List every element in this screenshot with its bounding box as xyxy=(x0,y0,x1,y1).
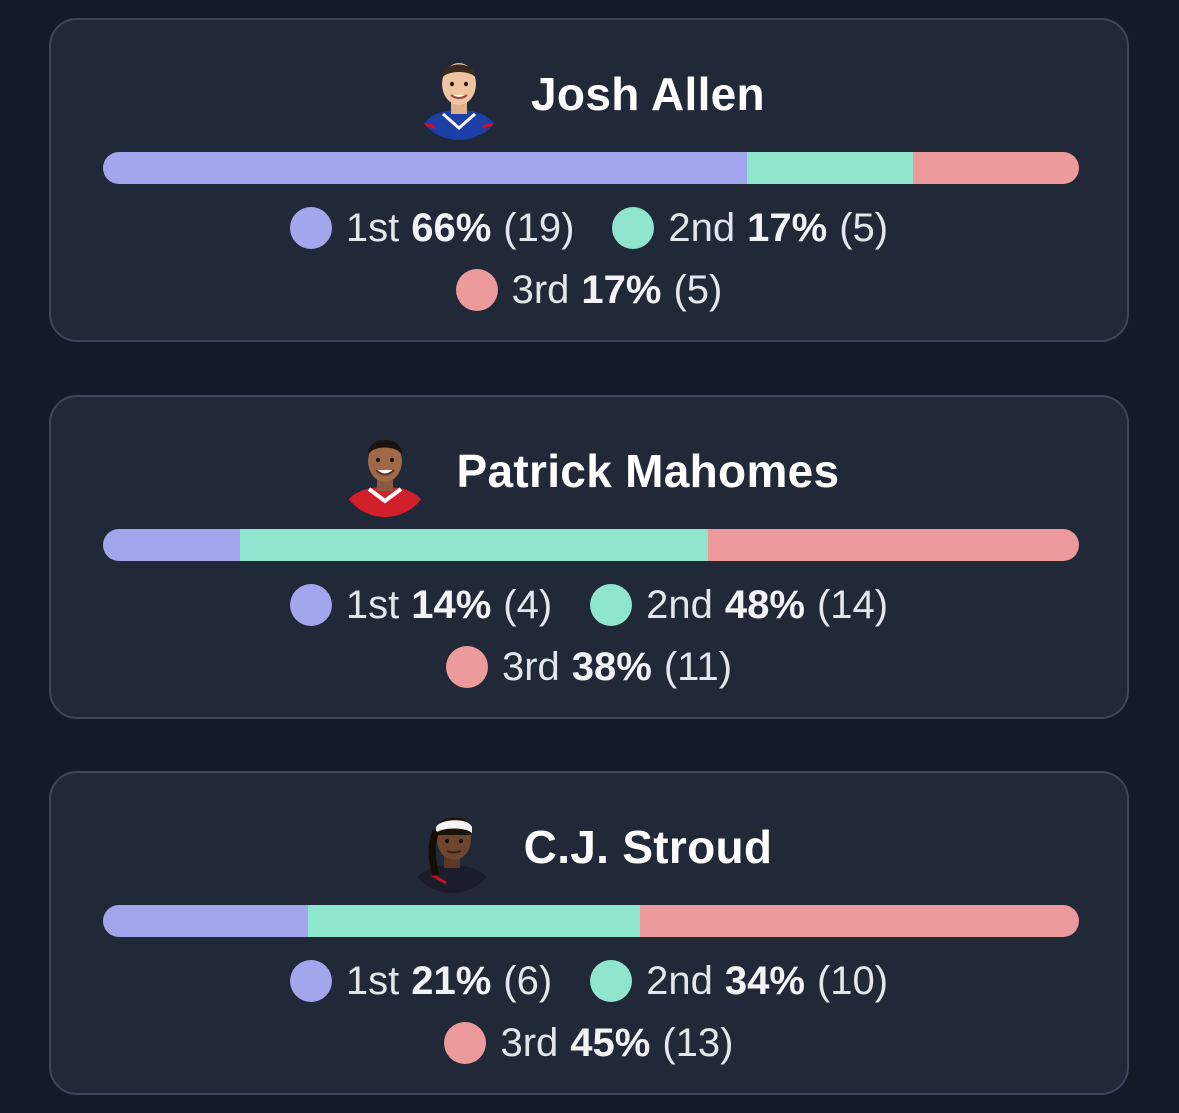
rank-count: (14) xyxy=(816,583,889,627)
rank-percent: 14% xyxy=(411,583,492,627)
bar-segment-3rd xyxy=(913,152,1079,184)
player-avatar-icon xyxy=(338,425,431,517)
dot-3rd-icon xyxy=(455,269,498,311)
dot-1st-icon xyxy=(289,207,332,249)
dot-1st-icon xyxy=(289,584,332,626)
player-avatar-icon xyxy=(413,48,506,140)
rank-percent: 17% xyxy=(581,268,662,312)
dot-2nd-icon xyxy=(590,584,633,626)
rank-percent: 17% xyxy=(747,206,828,250)
rank-label: 1st xyxy=(345,206,400,250)
rank-count: (4) xyxy=(503,583,553,627)
rank-count: (10) xyxy=(816,959,889,1003)
rank-percent: 45% xyxy=(570,1021,651,1065)
legend-item-1st: 1st 66% (19) xyxy=(289,206,575,250)
rank-count: (5) xyxy=(839,206,889,250)
bar-segment-2nd xyxy=(307,905,640,937)
rank-legend: 1st 14% (4) 2nd 48% (14) 3rd 38% (11) xyxy=(51,583,1127,689)
rank-label: 3rd xyxy=(511,268,570,312)
rank-distribution-bar xyxy=(103,529,1079,561)
player-header: Josh Allen xyxy=(51,48,1127,140)
dot-3rd-icon xyxy=(445,646,488,688)
legend-item-2nd: 2nd 48% (14) xyxy=(590,583,888,627)
rank-distribution-bar xyxy=(103,152,1079,184)
rank-count: (5) xyxy=(673,268,723,312)
player-card-patrick-mahomes[interactable]: Patrick Mahomes 1st 14% (4) 2nd 48% (14) xyxy=(49,395,1129,719)
rank-label: 3rd xyxy=(501,645,560,689)
rank-legend: 1st 21% (6) 2nd 34% (10) 3rd 45% (13) xyxy=(51,959,1127,1065)
rank-count: (11) xyxy=(663,645,733,689)
player-card-cj-stroud[interactable]: C.J. Stroud 1st 21% (6) 2nd 34% (10) 3rd xyxy=(49,771,1129,1095)
rank-label: 1st xyxy=(345,583,400,627)
legend-item-3rd: 3rd 38% (11) xyxy=(445,645,733,689)
rank-percent: 34% xyxy=(724,959,805,1003)
player-name: Patrick Mahomes xyxy=(456,445,840,497)
rank-label: 2nd xyxy=(646,959,713,1003)
legend-item-2nd: 2nd 34% (10) xyxy=(590,959,888,1003)
player-name: Josh Allen xyxy=(531,68,765,120)
rank-count: (6) xyxy=(503,959,553,1003)
player-avatar-icon xyxy=(405,801,498,893)
bar-segment-3rd xyxy=(708,529,1079,561)
rank-percent: 38% xyxy=(571,645,652,689)
rank-legend: 1st 66% (19) 2nd 17% (5) 3rd 17% (5) xyxy=(51,206,1127,312)
bar-segment-3rd xyxy=(639,905,1079,937)
bar-segment-1st xyxy=(103,529,240,561)
legend-item-3rd: 3rd 45% (13) xyxy=(444,1021,734,1065)
bar-segment-2nd xyxy=(747,152,914,184)
rank-label: 1st xyxy=(345,959,400,1003)
dot-3rd-icon xyxy=(444,1022,487,1064)
dot-1st-icon xyxy=(289,960,332,1002)
player-header: Patrick Mahomes xyxy=(51,425,1127,517)
dot-2nd-icon xyxy=(590,960,633,1002)
rank-count: (13) xyxy=(662,1021,734,1065)
rank-label: 2nd xyxy=(668,206,736,250)
player-name: C.J. Stroud xyxy=(523,821,773,873)
legend-item-1st: 1st 21% (6) xyxy=(289,959,553,1003)
rank-percent: 48% xyxy=(724,583,805,627)
rank-count: (19) xyxy=(503,206,575,250)
bar-segment-1st xyxy=(103,905,308,937)
rank-label: 3rd xyxy=(500,1021,559,1065)
rank-percent: 66% xyxy=(411,206,492,250)
bar-segment-1st xyxy=(103,152,748,184)
dot-2nd-icon xyxy=(612,207,655,249)
legend-item-3rd: 3rd 17% (5) xyxy=(455,268,723,312)
rank-percent: 21% xyxy=(411,959,492,1003)
player-header: C.J. Stroud xyxy=(51,801,1127,893)
rank-distribution-bar xyxy=(103,905,1079,937)
legend-item-2nd: 2nd 17% (5) xyxy=(612,206,888,250)
legend-item-1st: 1st 14% (4) xyxy=(289,583,553,627)
bar-segment-2nd xyxy=(239,529,709,561)
rank-label: 2nd xyxy=(646,583,713,627)
player-card-josh-allen[interactable]: Josh Allen 1st 66% (19) 2nd 17% (5) 3rd xyxy=(49,18,1129,342)
